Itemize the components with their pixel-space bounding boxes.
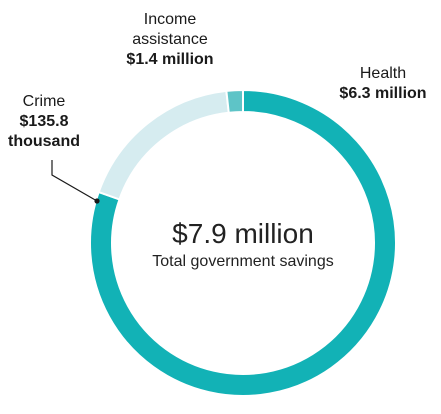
slice-income-assistance xyxy=(97,89,230,201)
income-assistance-label: Income assistance $1.4 million xyxy=(100,10,240,70)
slice-crime xyxy=(225,88,244,114)
total-savings-value: $7.9 million xyxy=(172,218,314,249)
income-assistance-name-line2: assistance xyxy=(132,31,208,48)
income-assistance-name-line1: Income xyxy=(143,11,197,28)
donut-slices xyxy=(89,88,397,397)
health-name: Health xyxy=(359,65,407,82)
crime-name: Crime xyxy=(22,93,66,110)
health-value: $6.3 million xyxy=(339,85,427,102)
crime-label: Crime $135.8 thousand xyxy=(0,92,88,152)
crime-leader-line xyxy=(51,160,98,202)
income-assistance-value: $1.4 million xyxy=(126,51,214,68)
donut-center: $7.9 million Total government savings xyxy=(142,218,344,272)
health-label: Health $6.3 million xyxy=(325,64,441,104)
crime-value-line1: $135.8 xyxy=(19,113,69,130)
total-savings-label: Total government savings xyxy=(152,253,334,270)
slice-health xyxy=(89,88,397,397)
crime-leader-dot xyxy=(94,198,100,204)
crime-value-line2: thousand xyxy=(8,133,80,150)
